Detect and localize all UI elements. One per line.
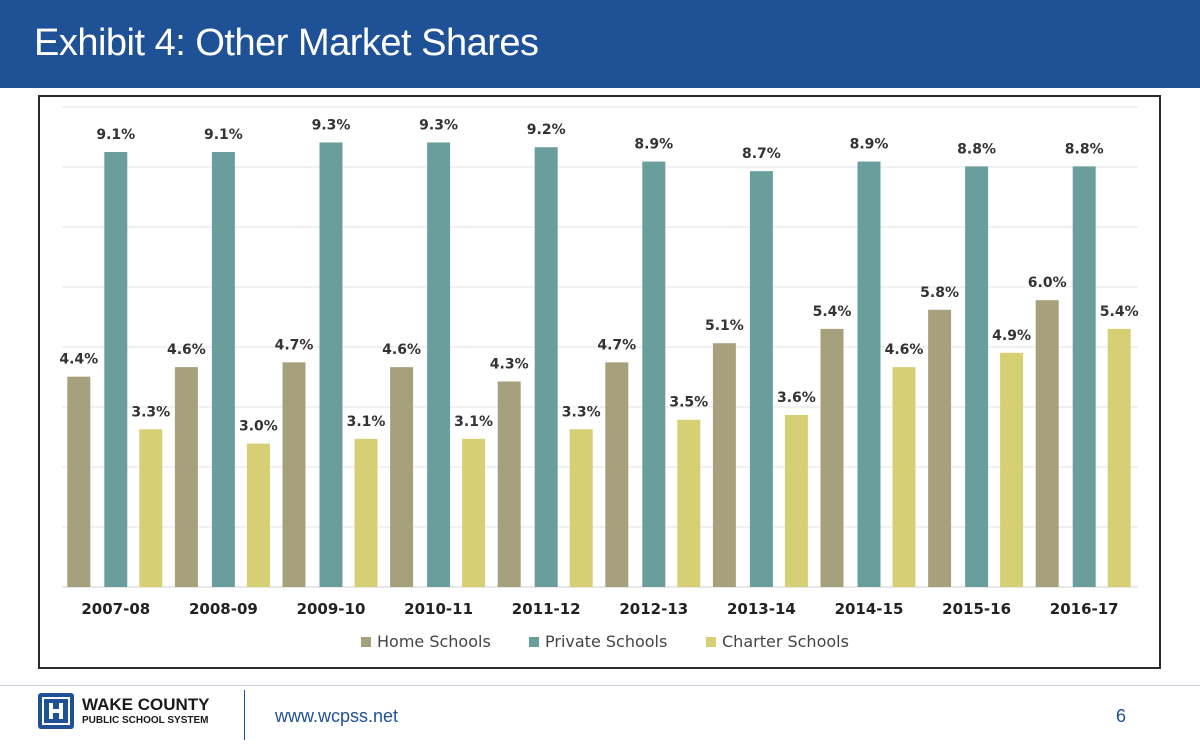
bar-charter-schools: [892, 367, 916, 587]
data-label: 9.3%: [312, 117, 351, 133]
x-tick-label: 2012-13: [619, 600, 688, 618]
data-label: 3.3%: [562, 404, 601, 420]
bar-private-schools: [965, 166, 989, 588]
bar-charter-schools: [784, 414, 808, 587]
bar-home-schools: [174, 367, 198, 587]
data-label: 4.6%: [382, 342, 421, 358]
data-label: 8.9%: [850, 137, 889, 153]
bar-home-schools: [928, 309, 952, 587]
data-label: 9.3%: [419, 117, 458, 133]
data-label: 4.9%: [992, 328, 1031, 344]
data-label: 9.2%: [527, 122, 566, 138]
bar-charter-schools: [1000, 352, 1024, 587]
data-label: 8.7%: [742, 146, 781, 162]
data-label: 3.0%: [239, 419, 278, 435]
data-label: 5.1%: [705, 318, 744, 334]
data-label: 4.7%: [597, 337, 636, 353]
bar-charter-schools: [569, 429, 593, 587]
data-label: 8.8%: [1065, 141, 1104, 157]
data-label: 3.3%: [131, 404, 170, 420]
bar-private-schools: [427, 142, 451, 587]
x-tick-label: 2011-12: [512, 600, 581, 618]
chart-frame: 4.4% 9.1% 3.3% 2007-08 4.6% 9.1% 3.0% 2008-09 4.…: [38, 95, 1161, 669]
slide-title: Exhibit 4: Other Market Shares: [34, 22, 539, 64]
legend-swatch: [706, 637, 716, 647]
data-label: 3.1%: [454, 414, 493, 430]
data-label: 4.3%: [490, 356, 529, 372]
legend-label: Charter Schools: [722, 632, 849, 651]
bar-private-schools: [642, 161, 666, 587]
bar-charter-schools: [1107, 328, 1131, 587]
bar-home-schools: [712, 343, 736, 587]
x-tick-label: 2008-09: [189, 600, 258, 618]
bar-home-schools: [282, 362, 306, 587]
data-label: 8.9%: [634, 137, 673, 153]
data-label: 3.5%: [669, 395, 708, 411]
data-label: 3.1%: [347, 414, 386, 430]
bar-charter-schools: [354, 438, 378, 587]
bar-private-schools: [749, 171, 773, 587]
logo-name: WAKE COUNTY: [82, 695, 210, 714]
data-label: 8.8%: [957, 141, 996, 157]
legend-label: Home Schools: [377, 632, 491, 651]
data-label: 5.4%: [813, 304, 852, 320]
website-link[interactable]: www.wcpss.net: [275, 706, 399, 726]
x-tick-label: 2010-11: [404, 600, 473, 618]
legend-swatch: [361, 637, 371, 647]
x-tick-label: 2009-10: [297, 600, 366, 618]
legend-swatch: [529, 637, 539, 647]
bar-private-schools: [104, 152, 128, 587]
data-label: 4.6%: [885, 342, 924, 358]
bar-home-schools: [497, 381, 521, 587]
bar-charter-schools: [677, 419, 701, 587]
bar-charter-schools: [462, 438, 486, 587]
x-tick-label: 2016-17: [1050, 600, 1119, 618]
footer-rule: [0, 685, 1200, 686]
data-label: 4.6%: [167, 342, 206, 358]
data-label: 9.1%: [204, 127, 243, 143]
bar-home-schools: [605, 362, 629, 587]
data-label: 6.0%: [1028, 275, 1067, 291]
bar-charter-schools: [246, 443, 270, 587]
bar-home-schools: [820, 328, 844, 587]
data-label: 5.8%: [920, 285, 959, 301]
page-number: 6: [1116, 706, 1127, 726]
x-tick-label: 2015-16: [942, 600, 1011, 618]
footer-divider: [244, 690, 245, 740]
x-tick-label: 2013-14: [727, 600, 796, 618]
bar-home-schools: [1035, 300, 1059, 587]
bar-home-schools: [67, 376, 91, 587]
x-tick-label: 2007-08: [81, 600, 150, 618]
bar-private-schools: [857, 161, 881, 587]
data-label: 4.7%: [275, 337, 314, 353]
wcpss-logo-mark-icon: [38, 693, 74, 729]
data-label: 9.1%: [96, 127, 135, 143]
x-tick-label: 2014-15: [835, 600, 904, 618]
bar-private-schools: [534, 147, 558, 588]
logo-subtitle: PUBLIC SCHOOL SYSTEM: [82, 715, 209, 726]
data-label: 5.4%: [1100, 304, 1139, 320]
bar-private-schools: [319, 142, 343, 587]
data-label: 4.4%: [59, 352, 98, 368]
data-label: 3.6%: [777, 390, 816, 406]
bar-private-schools: [211, 152, 235, 587]
legend-label: Private Schools: [545, 632, 667, 651]
market-share-bar-chart: 4.4% 9.1% 3.3% 2007-08 4.6% 9.1% 3.0% 2008-09 4.…: [59, 106, 1139, 651]
bar-home-schools: [390, 367, 414, 587]
bar-private-schools: [1072, 166, 1096, 588]
wcpss-logo: WAKE COUNTY PUBLIC SCHOOL SYSTEM: [38, 693, 248, 733]
title-banner: Exhibit 4: Other Market Shares: [0, 0, 1200, 88]
bar-charter-schools: [139, 429, 163, 587]
